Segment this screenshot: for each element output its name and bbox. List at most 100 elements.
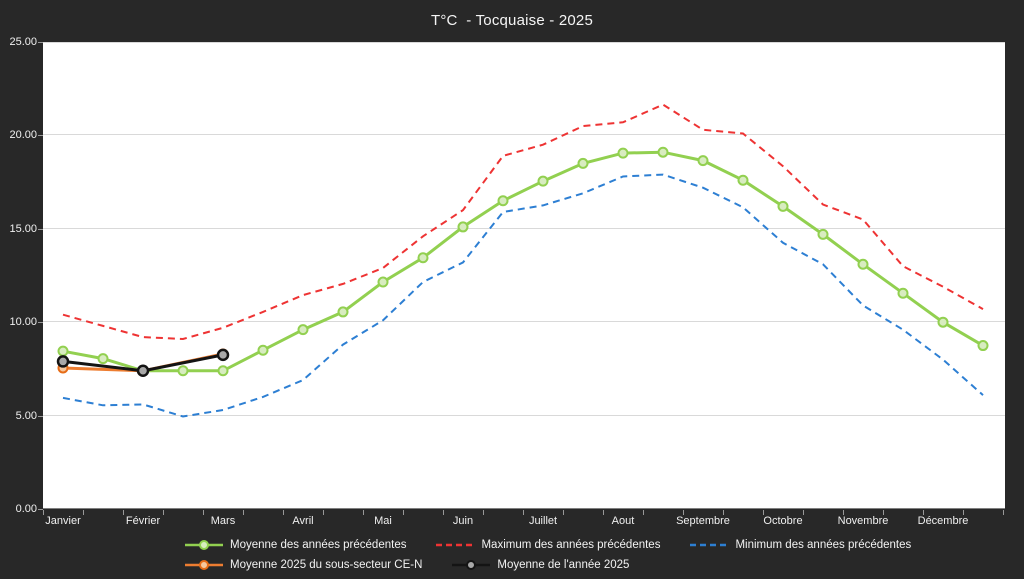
gridline (43, 134, 1005, 136)
legend-swatch (185, 539, 223, 550)
data-point (857, 258, 869, 270)
x-axis-tick (763, 510, 764, 515)
data-point (377, 276, 389, 288)
gridline (43, 227, 1005, 229)
y-axis-label: 15.00 (9, 222, 37, 235)
data-point (777, 200, 789, 212)
x-axis-label: Novembre (837, 515, 889, 527)
y-axis-tick (38, 135, 43, 137)
data-point (97, 353, 109, 365)
x-axis-tick (443, 510, 444, 515)
x-axis-tick (1003, 510, 1004, 515)
legend-label: Moyenne de l'année 2025 (497, 558, 630, 571)
x-axis-tick (963, 510, 964, 515)
legend-item: Moyenne 2025 du sous-secteur CE-N (185, 559, 422, 571)
data-point (56, 355, 70, 368)
x-axis-tick (923, 510, 924, 515)
legend-label: Minimum des années précédentes (735, 538, 912, 551)
legend-swatch (436, 543, 475, 546)
y-axis-label: 5.00 (15, 409, 37, 422)
x-axis-tick (683, 510, 684, 515)
legend-item: Moyenne des années précédentes (185, 539, 406, 551)
gridline (43, 508, 1005, 509)
data-point (977, 340, 989, 352)
x-axis-tick (483, 510, 484, 515)
x-axis-tick (283, 510, 284, 515)
x-axis-label: Février (125, 515, 161, 527)
gridline (43, 414, 1005, 416)
x-axis-label: Septembre (676, 515, 730, 527)
legend-swatch (690, 543, 729, 546)
data-point (937, 316, 949, 328)
x-axis-tick (723, 510, 724, 515)
y-axis-label: 0.00 (15, 503, 37, 515)
x-axis-tick (83, 510, 84, 515)
legend-item: Minimum des années précédentes (690, 539, 911, 551)
y-axis-tick (38, 42, 43, 43)
data-point (577, 157, 589, 169)
y-axis-tick (38, 415, 43, 417)
x-axis-tick (403, 510, 404, 515)
x-axis-tick (363, 510, 364, 515)
series-line-0 (62, 150, 984, 373)
x-axis-label: Octobre (763, 515, 803, 527)
x-axis-tick (643, 510, 644, 515)
y-axis-tick (38, 509, 43, 510)
data-point (657, 146, 669, 158)
x-axis-label: Juillet (528, 515, 558, 527)
x-axis-label: Décembre (917, 515, 969, 527)
chart-title: T°C - Tocquaise - 2025 (430, 12, 594, 29)
data-point (216, 348, 230, 362)
x-axis-tick (123, 510, 124, 515)
y-axis-tick (38, 228, 43, 230)
data-point (217, 365, 229, 377)
legend-label: Moyenne des années précédentes (230, 538, 407, 551)
y-axis-label: 10.00 (9, 316, 37, 329)
legend-swatch (452, 559, 491, 570)
gridline (43, 42, 1005, 43)
data-point (737, 174, 749, 186)
x-axis-tick (243, 510, 244, 515)
data-point (337, 306, 349, 318)
legend-item: Moyenne de l'année 2025 (452, 559, 629, 571)
series-canvas (56, 103, 989, 418)
x-axis-tick (883, 510, 884, 515)
data-point (297, 324, 309, 336)
legend-item: Maximum des années précédentes (436, 539, 660, 551)
x-axis-tick (323, 510, 324, 515)
legend-label: Maximum des années précédentes (481, 538, 661, 551)
plot-area (43, 42, 1005, 509)
x-axis-label: Mars (210, 515, 236, 527)
y-axis-label: 20.00 (9, 129, 37, 142)
data-point (617, 147, 629, 159)
x-axis-tick (563, 510, 564, 515)
legend-swatch (185, 559, 223, 570)
data-point (697, 155, 709, 167)
x-axis-tick (203, 510, 204, 515)
x-axis-tick (603, 510, 604, 515)
gridline (43, 321, 1005, 323)
legend-row: Moyenne 2025 du sous-secteur CE-N Moyenne… (185, 557, 911, 572)
data-point (537, 175, 549, 187)
series-line-2 (62, 173, 984, 418)
x-axis-label: Aout (611, 515, 635, 527)
data-point (57, 345, 69, 357)
data-point (457, 221, 469, 233)
legend: Moyenne des années précédentes Maximum de… (185, 537, 911, 572)
y-axis-tick (38, 322, 43, 324)
data-point (497, 195, 509, 207)
legend-label: Moyenne 2025 du sous-secteur CE-N (230, 558, 423, 571)
data-point (417, 252, 429, 264)
x-axis-tick (43, 510, 44, 515)
x-axis-tick (843, 510, 844, 515)
data-point (177, 365, 189, 377)
data-point (257, 344, 269, 356)
x-axis-tick (803, 510, 804, 515)
data-point (136, 364, 150, 378)
y-axis-label: 25.00 (9, 36, 37, 48)
series-line-1 (62, 103, 984, 341)
x-axis-tick (163, 510, 164, 515)
x-axis-label: Avril (292, 515, 314, 527)
legend-row: Moyenne des années précédentes Maximum de… (185, 537, 911, 552)
